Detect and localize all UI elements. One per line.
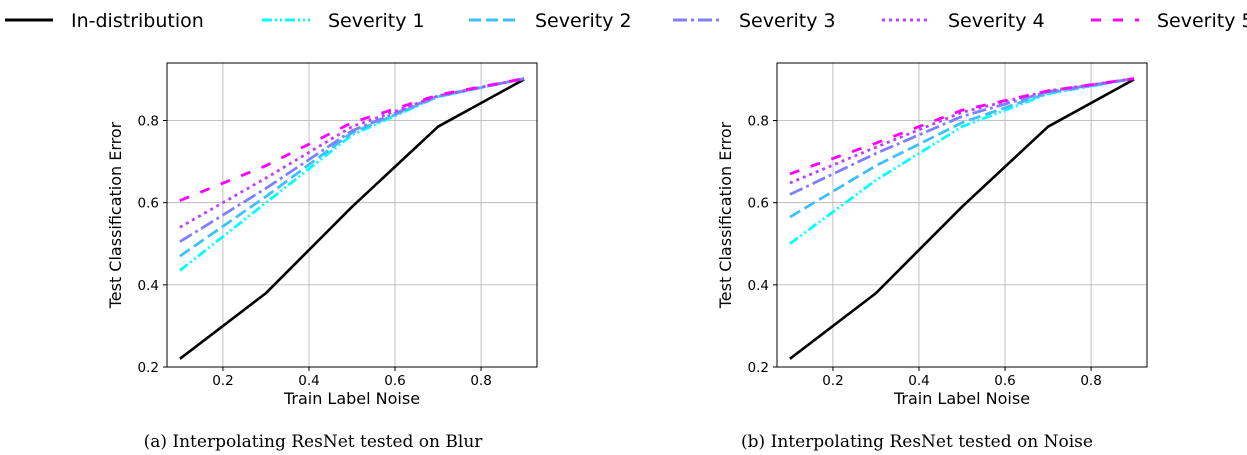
x-tick-label: 0.4 [298,373,319,389]
series-line-severity-3 [789,77,1135,196]
x-tick-label: 0.6 [994,373,1015,389]
series-line-severity-5 [179,77,525,202]
plot-frame [166,62,538,368]
legend: In-distribution Severity 1 Severity 2 Sever… [5,10,1247,32]
series-line-severity-3 [179,77,525,243]
legend-label-severity-4: Severity 4 [948,10,1045,32]
y-tick-label: 0.6 [138,196,159,212]
x-tick-label: 0.6 [384,373,405,389]
series-line-in-distribution [179,78,525,360]
x-tick-label: 0.8 [470,373,491,389]
series-line-severity-4 [789,77,1135,185]
caption-a: (a) Interpolating ResNet tested on Blur [144,432,484,452]
legend-label-severity-3: Severity 3 [739,10,836,32]
x-axis-label: Train Label Noise [893,389,1030,408]
x-axis-label: Train Label Noise [283,389,420,408]
chart-panel-noise: 0.2 0.4 0.6 0.8 0.2 0.4 0.6 0.8 Train Label Nois… [716,62,1148,408]
y-tick-label: 0.4 [748,278,769,294]
legend-label-in-distribution: In-distribution [71,10,204,32]
y-tick-label: 0.4 [138,278,159,294]
x-tick-label: 0.2 [212,373,233,389]
y-axis-label: Test Classification Error [106,121,125,309]
y-axis-label: Test Classification Error [716,121,735,309]
x-tick-label: 0.8 [1080,373,1101,389]
caption-b: (b) Interpolating ResNet tested on Noise [741,432,1093,452]
series-line-severity-1 [179,77,525,272]
series-line-severity-2 [789,77,1135,219]
x-tick-label: 0.2 [822,373,843,389]
legend-label-severity-1: Severity 1 [328,10,425,32]
legend-label-severity-5: Severity 5 [1157,10,1247,32]
y-tick-label: 0.2 [748,360,769,376]
y-tick-label: 0.8 [138,114,159,130]
x-tick-label: 0.4 [908,373,929,389]
y-tick-label: 0.2 [138,360,159,376]
plot-frame [776,62,1148,368]
y-tick-label: 0.8 [748,114,769,130]
series-line-severity-4 [179,77,525,229]
series-line-in-distribution [789,78,1135,360]
chart-panel-blur: 0.2 0.4 0.6 0.8 0.2 0.4 0.6 0.8 Train Label Nois… [106,62,538,408]
y-tick-label: 0.6 [748,196,769,212]
legend-label-severity-2: Severity 2 [535,10,632,32]
series-line-severity-5 [789,77,1135,176]
